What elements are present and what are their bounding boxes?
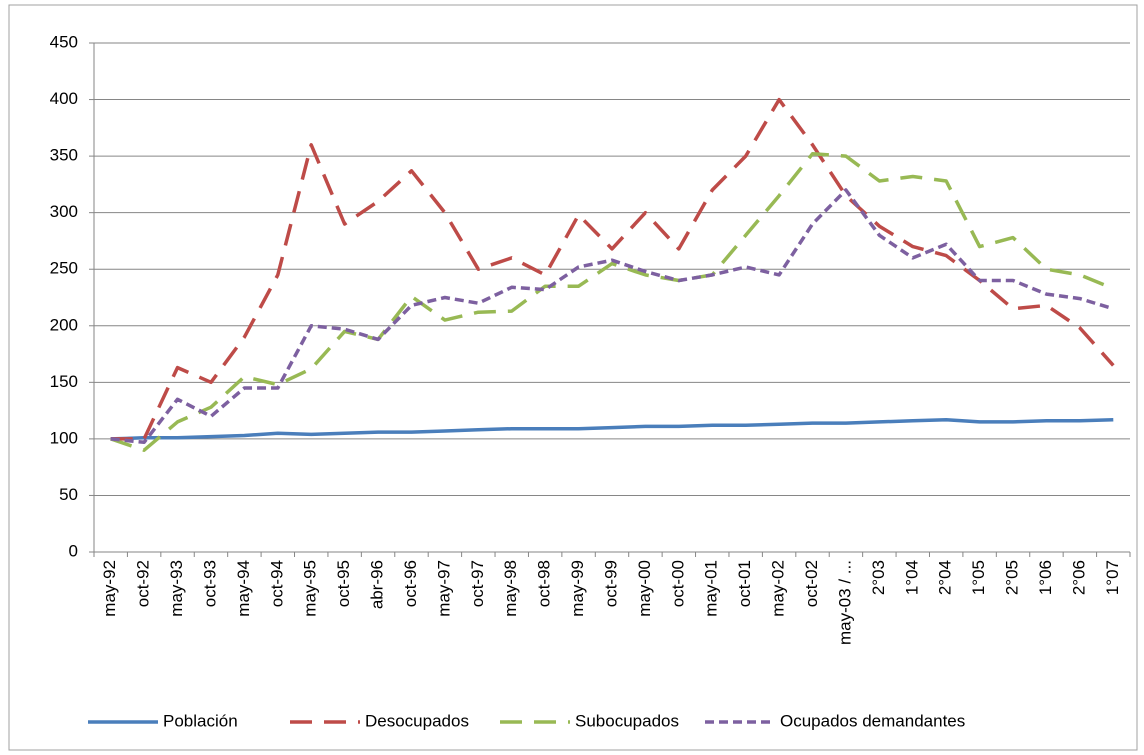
y-tick-label: 200	[50, 315, 78, 334]
x-tick-label: 1°07	[1103, 560, 1122, 595]
y-tick-label: 50	[59, 485, 78, 504]
x-tick-label: may-98	[501, 560, 520, 617]
series-line	[110, 152, 1114, 452]
y-tick-label: 250	[50, 259, 78, 278]
x-tick-label: 1°04	[902, 560, 921, 595]
x-tick-label: oct-99	[601, 560, 620, 607]
legend-label: Población	[163, 711, 238, 730]
x-tick-label: may-94	[234, 560, 253, 617]
y-tick-label: 350	[50, 146, 78, 165]
x-tick-label: 2°06	[1069, 560, 1088, 595]
x-tick-label: oct-94	[267, 560, 286, 607]
legend-label: Desocupados	[365, 711, 469, 730]
x-tick-label: may-95	[301, 560, 320, 617]
x-tick-label: may-00	[635, 560, 654, 617]
y-tick-label: 150	[50, 372, 78, 391]
x-tick-label: 2°04	[936, 560, 955, 595]
series-line	[110, 97, 1115, 441]
x-tick-label: 1°05	[969, 560, 988, 595]
x-tick-label: oct-92	[134, 560, 153, 607]
x-tick-label: oct-02	[802, 560, 821, 607]
y-tick-label: 300	[50, 202, 78, 221]
x-tick-label: oct-97	[468, 560, 487, 607]
y-tick-label: 0	[69, 541, 78, 560]
y-tick-label: 100	[50, 428, 78, 447]
x-tick-label: oct-00	[668, 560, 687, 607]
x-tick-label: may-93	[167, 560, 186, 617]
chart-frame	[8, 4, 1138, 751]
legend-label: Subocupados	[575, 711, 679, 730]
x-tick-label: abr-96	[368, 560, 387, 609]
x-tick-label: oct-01	[735, 560, 754, 607]
y-tick-label: 400	[50, 89, 78, 108]
x-tick-label: oct-93	[200, 560, 219, 607]
x-tick-label: oct-96	[401, 560, 420, 607]
x-tick-label: may-97	[434, 560, 453, 617]
x-tick-label: may-92	[100, 560, 119, 617]
x-tick-label: may-02	[769, 560, 788, 617]
x-tick-label: 2°03	[869, 560, 888, 595]
legend-label: Ocupados demandantes	[780, 711, 965, 730]
series-line	[110, 417, 1114, 441]
x-tick-label: 1°06	[1036, 560, 1055, 595]
x-tick-label: may-99	[568, 560, 587, 617]
x-tick-label: may-01	[702, 560, 721, 617]
x-tick-label: may-03 / ...	[835, 560, 854, 645]
x-tick-label: oct-95	[334, 560, 353, 607]
x-tick-label: 2°05	[1003, 560, 1022, 595]
series-line	[110, 188, 1114, 445]
x-tick-label: oct-98	[535, 560, 554, 607]
y-tick-label: 450	[50, 32, 78, 51]
